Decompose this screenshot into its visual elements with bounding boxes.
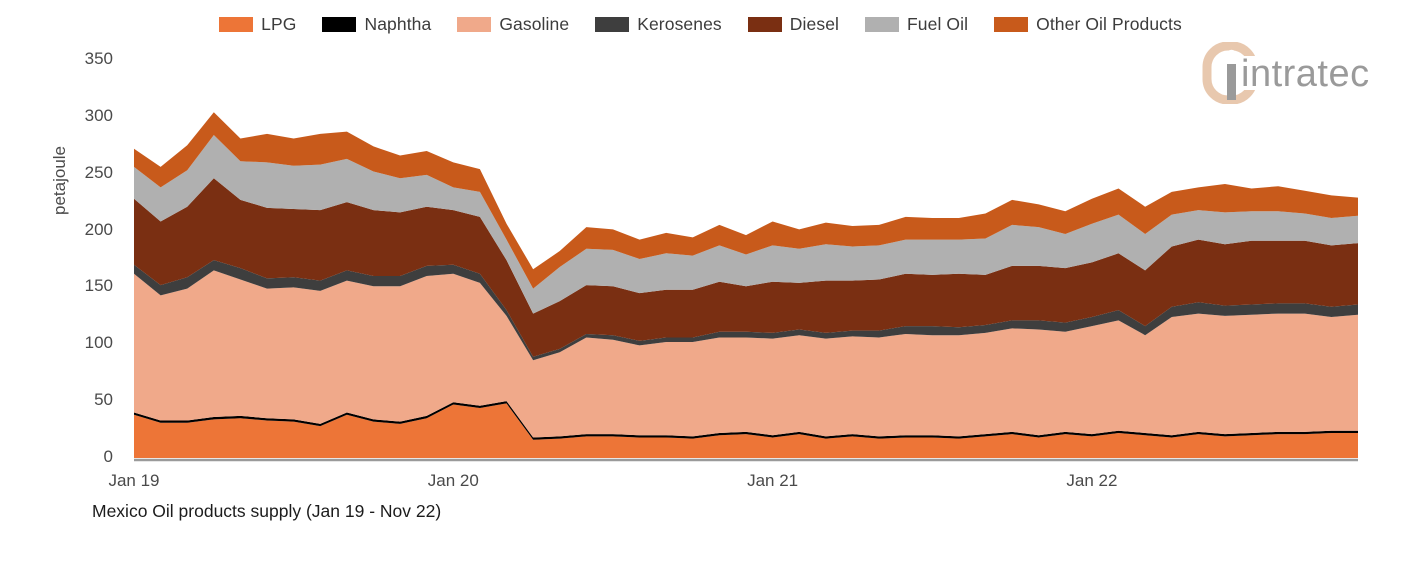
y-axis-tick-350: 350	[84, 49, 113, 68]
x-axis-tick-jan-22: Jan 22	[1066, 471, 1118, 490]
legend-label-diesel: Diesel	[789, 14, 840, 34]
y-axis-tick-200: 200	[84, 219, 113, 239]
y-axis-ticks: 0 50 100 150 200 250 300 350	[45, 0, 113, 561]
x-axis-tick-jan-21: Jan 21	[747, 471, 799, 490]
legend-swatch-diesel	[747, 17, 782, 32]
y-axis-tick-150: 150	[84, 276, 113, 296]
area-band-lpg	[134, 403, 1358, 458]
area-band-other-oil-products	[134, 112, 1358, 289]
legend-label-fuel-oil: Fuel Oil	[907, 14, 969, 34]
legend-item-fuel-oil[interactable]: Fuel Oil	[865, 14, 968, 35]
chart-caption: Mexico Oil products supply (Jan 19 - Nov…	[92, 501, 442, 521]
area-band-fuel-oil	[134, 135, 1358, 314]
legend-item-other-oil-products[interactable]: Other Oil Products	[994, 14, 1182, 35]
logo-wordmark: intratec	[1241, 53, 1370, 95]
legend-swatch-naphtha	[322, 17, 357, 32]
chart-legend: LPG Naphtha Gasoline Kerosenes Diesel Fu…	[0, 14, 1401, 35]
y-axis-tick-300: 300	[84, 105, 113, 125]
logo-mark-icon	[1202, 42, 1265, 104]
y-axis-tick-250: 250	[84, 162, 113, 182]
legend-item-lpg[interactable]: LPG	[219, 14, 296, 35]
legend-swatch-other-oil-products	[994, 17, 1029, 32]
legend-item-kerosenes[interactable]: Kerosenes	[595, 14, 722, 35]
area-band-gasoline	[134, 270, 1358, 438]
legend-label-other-oil-products: Other Oil Products	[1036, 14, 1182, 34]
legend-item-gasoline[interactable]: Gasoline	[457, 14, 569, 35]
legend-swatch-kerosenes	[595, 17, 630, 32]
x-axis-tick-jan-19: Jan 19	[108, 471, 160, 490]
y-axis-tick-100: 100	[84, 333, 113, 353]
legend-item-naphtha[interactable]: Naphtha	[322, 14, 431, 35]
legend-label-naphtha: Naphtha	[364, 14, 432, 34]
legend-swatch-fuel-oil	[865, 17, 900, 32]
area-band-diesel	[134, 178, 1358, 357]
legend-swatch-lpg	[219, 17, 254, 32]
legend-item-diesel[interactable]: Diesel	[747, 14, 840, 35]
area-band-naphtha	[134, 401, 1358, 440]
y-axis-tick-0: 0	[103, 447, 113, 466]
legend-swatch-gasoline	[457, 17, 492, 32]
legend-label-kerosenes: Kerosenes	[637, 14, 722, 34]
legend-label-gasoline: Gasoline	[499, 14, 570, 34]
y-axis-tick-50: 50	[94, 390, 113, 410]
legend-label-lpg: LPG	[261, 14, 297, 34]
intratec-logo: intratec	[1201, 42, 1371, 104]
logo-svg: intratec	[1202, 42, 1370, 104]
x-axis-tick-jan-20: Jan 20	[427, 471, 479, 490]
